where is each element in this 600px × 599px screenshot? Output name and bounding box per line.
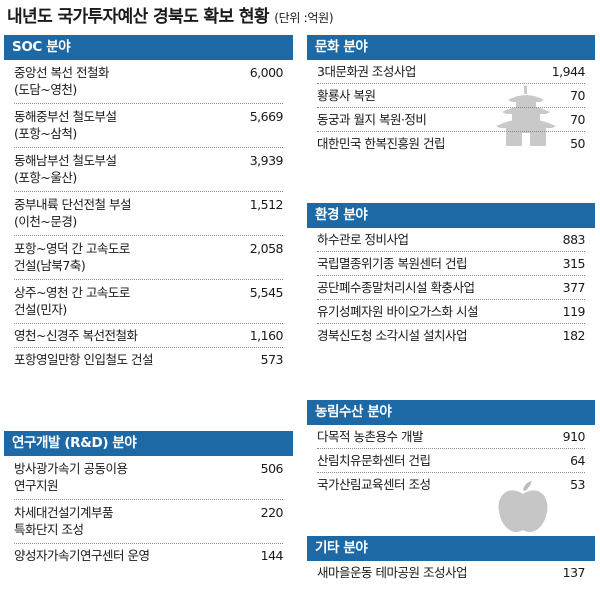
item-value: 137: [562, 565, 586, 580]
item-value: 5,545: [249, 285, 284, 300]
table-row: 새마을운동 테마공원 조성사업 137: [317, 561, 586, 585]
item-name: 다목적 농촌용수 개발: [317, 429, 423, 444]
item-value: 315: [562, 256, 586, 271]
item-value: 5,669: [249, 109, 284, 124]
item-name: 중앙선 복선 전철화 (도담~영천): [14, 65, 109, 97]
section-soc: SOC 분야 중앙선 복선 전철화 (도담~영천) 6,000 동해중부선 철도부…: [4, 35, 293, 372]
item-value: 3,939: [249, 153, 284, 168]
table-row: 하수관로 정비사업 883: [317, 228, 586, 252]
table-row: 동해중부선 철도부설 (포항~삼척) 5,669: [14, 104, 284, 148]
section-rnd: 연구개발 (R&D) 분야 방사광가속기 공동이용 연구지원 506 차세대건설기…: [4, 431, 293, 568]
item-name: 하수관로 정비사업: [317, 232, 409, 247]
section-header-agri: 농림수산 분야: [307, 400, 595, 425]
item-value: 64: [570, 453, 585, 468]
table-row: 영천~신경주 복선전철화 1,160: [14, 324, 284, 348]
section-header-culture: 문화 분야: [307, 35, 595, 60]
section-environment: 환경 분야 하수관로 정비사업 883 국립멸종위기종 복원센터 건립 315 공단…: [307, 203, 595, 348]
item-value: 50: [570, 136, 585, 151]
table-row: 차세대건설기계부품 특화단지 조성 220: [14, 500, 284, 544]
item-name: 동해중부선 철도부설 (포항~삼척): [14, 109, 117, 141]
item-name: 방사광가속기 공동이용 연구지원: [14, 461, 128, 493]
item-name: 포항~영덕 간 고속도로 건설(남북7축): [14, 241, 130, 273]
table-row: 국립멸종위기종 복원센터 건립 315: [317, 252, 586, 276]
item-name: 차세대건설기계부품 특화단지 조성: [14, 505, 114, 537]
table-row: 양성자가속기연구센터 운영 144: [14, 544, 284, 568]
table-row: 산림치유문화센터 건립 64: [317, 449, 585, 473]
item-value: 506: [260, 461, 284, 476]
item-value: 2,058: [249, 241, 284, 256]
item-name: 영천~신경주 복선전철화: [14, 328, 138, 343]
section-etc: 기타 분야 새마을운동 테마공원 조성사업 137: [307, 536, 595, 585]
item-value: 70: [570, 88, 585, 103]
title-text: 내년도 국가투자예산 경북도 확보 현황: [7, 7, 270, 27]
section-header-soc: SOC 분야: [4, 35, 293, 60]
item-value: 1,512: [249, 197, 284, 212]
item-name: 공단폐수종말처리시설 확충사업: [317, 280, 475, 295]
item-value: 1,944: [551, 64, 586, 79]
item-name: 동해남부선 철도부설 (포항~울산): [14, 153, 117, 185]
section-culture: 문화 분야 3대문화권 조성사업 1,944 황룡사 복원 70 동궁과 월지 복원…: [307, 35, 595, 156]
item-name: 양성자가속기연구센터 운영: [14, 548, 150, 563]
table-row: 공단폐수종말처리시설 확충사업 377: [317, 276, 586, 300]
item-name: 국립멸종위기종 복원센터 건립: [317, 256, 467, 271]
table-row: 유기성폐자원 바이오가스화 시설 119: [317, 300, 586, 324]
table-row: 포항~영덕 간 고속도로 건설(남북7축) 2,058: [14, 236, 284, 280]
item-name: 국가산림교육센터 조성: [317, 477, 431, 492]
table-row: 상주~영천 간 고속도로 건설(민자) 5,545: [14, 280, 284, 324]
item-name: 황룡사 복원: [317, 88, 376, 103]
table-row: 동해남부선 철도부설 (포항~울산) 3,939: [14, 148, 284, 192]
item-name: 경북신도청 소각시설 설치사업: [317, 328, 467, 343]
section-header-etc: 기타 분야: [307, 536, 595, 561]
table-row: 다목적 농촌용수 개발 910: [317, 425, 586, 449]
item-name: 유기성폐자원 바이오가스화 시설: [317, 304, 478, 319]
table-row: 황룡사 복원 70: [317, 84, 585, 108]
item-value: 220: [260, 505, 284, 520]
item-value: 910: [562, 429, 586, 444]
page-title: 내년도 국가투자예산 경북도 확보 현황 (단위 :억원): [7, 4, 597, 30]
item-value: 883: [562, 232, 586, 247]
table-row: 중앙선 복선 전철화 (도담~영천) 6,000: [14, 60, 284, 104]
pagoda-icon: [496, 86, 556, 146]
item-name: 중부내륙 단선전철 부설 (이천~문경): [14, 197, 131, 229]
table-row: 동궁과 월지 복원·정비 70: [317, 108, 585, 132]
table-row: 경북신도청 소각시설 설치사업 182: [317, 324, 586, 348]
item-value: 144: [260, 548, 284, 563]
item-name: 새마을운동 테마공원 조성사업: [317, 565, 467, 580]
item-name: 동궁과 월지 복원·정비: [317, 112, 427, 127]
item-name: 포항영일만항 인입철도 건설: [14, 352, 153, 367]
item-value: 1,160: [249, 328, 284, 343]
apple-icon: [498, 481, 548, 532]
section-agri: 농림수산 분야 다목적 농촌용수 개발 910 산림치유문화센터 건립 64 국가산…: [307, 400, 595, 497]
item-value: 377: [562, 280, 586, 295]
table-row: 3대문화권 조성사업 1,944: [317, 60, 586, 84]
item-value: 53: [570, 477, 585, 492]
table-row: 국가산림교육센터 조성 53: [317, 473, 585, 497]
item-name: 대한민국 한복진흥원 건립: [317, 136, 445, 151]
table-row: 중부내륙 단선전철 부설 (이천~문경) 1,512: [14, 192, 284, 236]
section-header-environment: 환경 분야: [307, 203, 595, 228]
item-value: 182: [562, 328, 586, 343]
unit-label: (단위 :억원): [274, 11, 334, 25]
item-value: 119: [562, 304, 586, 319]
item-name: 상주~영천 간 고속도로 건설(민자): [14, 285, 130, 317]
item-name: 산림치유문화센터 건립: [317, 453, 431, 468]
section-header-rnd: 연구개발 (R&D) 분야: [4, 431, 293, 456]
table-row: 포항영일만항 인입철도 건설 573: [14, 348, 284, 372]
table-row: 대한민국 한복진흥원 건립 50: [317, 132, 585, 156]
item-name: 3대문화권 조성사업: [317, 64, 416, 79]
item-value: 573: [260, 352, 284, 367]
item-value: 70: [570, 112, 585, 127]
table-row: 방사광가속기 공동이용 연구지원 506: [14, 456, 284, 500]
item-value: 6,000: [249, 65, 284, 80]
